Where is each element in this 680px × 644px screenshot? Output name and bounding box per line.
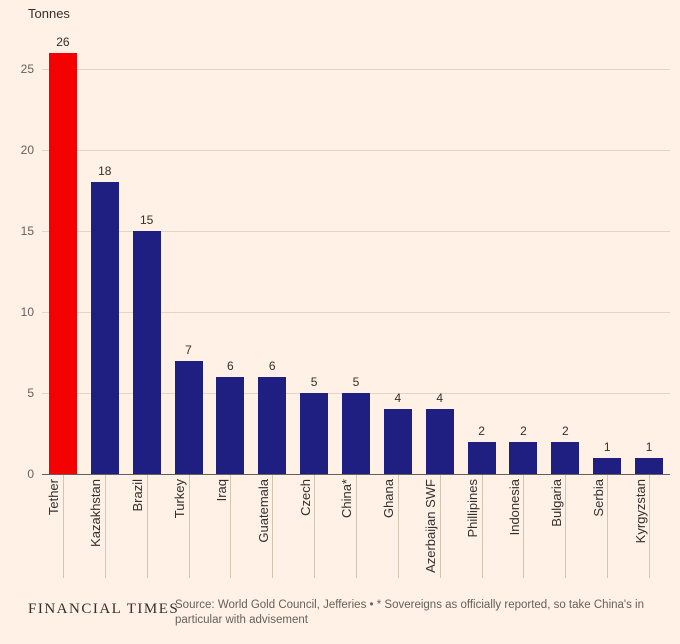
y-tick-label: 15 — [20, 223, 34, 238]
source-line-2: particular with advisement — [175, 614, 308, 626]
bar-china- — [342, 392, 370, 474]
y-tick-label: 10 — [20, 304, 34, 319]
x-tick-label: Bulgaria — [548, 479, 564, 527]
x-tick-label-cell: Kazakhstan — [75, 479, 117, 579]
bar-phillipines — [467, 441, 496, 474]
x-tick-line — [314, 475, 316, 578]
x-tick-label-cell: Azerbaijan SWF — [410, 479, 452, 579]
bar-value-label: 15 — [139, 212, 154, 227]
x-tick-line — [230, 475, 232, 578]
x-axis-line — [42, 474, 670, 475]
bar-brazil — [132, 230, 161, 474]
gridline-10 — [42, 311, 670, 313]
bar-guatemala — [258, 376, 287, 474]
bar-value-label: 6 — [268, 358, 276, 373]
x-tick-label-cell: Phillipines — [452, 479, 494, 579]
x-tick-label: Azerbaijan SWF — [423, 479, 439, 573]
x-tick-label-cell: Ghana — [368, 479, 410, 579]
bar-value-label: 1 — [603, 439, 611, 454]
bar-ghana — [383, 409, 412, 474]
bar-value-label: 7 — [185, 342, 192, 357]
x-tick-label-cell: Iraq — [200, 479, 242, 579]
bar-value-label: 5 — [310, 374, 318, 389]
bar-value-label: 6 — [227, 358, 234, 373]
bar-value-label: 2 — [520, 423, 527, 438]
x-tick-line — [607, 475, 609, 578]
bar-value-label: 4 — [394, 391, 402, 406]
x-tick-label: Serbia — [590, 479, 606, 517]
x-tick-label: Phillipines — [465, 479, 481, 538]
x-tick-label-cell: Kyrgyzstan — [619, 479, 661, 579]
x-tick-line — [481, 475, 483, 578]
x-tick-label-cell: Bulgaria — [535, 479, 577, 579]
y-tick-label: 5 — [27, 385, 34, 400]
x-tick-line — [188, 475, 190, 578]
bar-value-label: 2 — [561, 423, 569, 438]
x-tick-line — [565, 475, 567, 578]
x-tick-label-cell: Tether — [33, 479, 75, 579]
x-tick-line — [523, 475, 525, 578]
x-tick-label-cell: China* — [326, 479, 368, 579]
x-tick-label: Guatemala — [255, 479, 271, 543]
source-line-1: Source: World Gold Council, Jefferies • … — [175, 599, 645, 611]
x-tick-label: China* — [339, 479, 355, 519]
x-tick-label-cell: Guatemala — [242, 479, 284, 579]
x-tick-line — [397, 475, 399, 578]
bar-czech — [300, 392, 329, 474]
y-tick-label: 20 — [20, 142, 34, 157]
x-tick-line — [356, 475, 357, 578]
x-tick-label: Kyrgyzstan — [632, 479, 648, 544]
bar-value-label: 4 — [436, 391, 444, 406]
x-tick-line — [439, 475, 441, 578]
y-tick-label: 0 — [27, 467, 34, 481]
bar-bulgaria — [551, 441, 580, 474]
bar-serbia — [593, 457, 622, 474]
x-tick-line — [104, 475, 106, 578]
bar-chart: 0 5 10 15 20 25 26 Tether 18 Kazakhstan 15 Brazil 7 T… — [20, 34, 670, 579]
y-axis-title: Tonnes — [28, 6, 70, 21]
x-tick-label: Czech — [297, 479, 313, 516]
bar-iraq — [216, 376, 245, 474]
bar-value-label: 2 — [478, 423, 485, 438]
gridline-15 — [42, 230, 670, 232]
x-tick-label: Tether — [46, 479, 62, 516]
bar-value-label: 18 — [98, 164, 112, 179]
bar-tether — [48, 52, 77, 474]
x-tick-label-cell: Czech — [284, 479, 326, 579]
x-tick-line — [272, 475, 274, 578]
x-tick-line — [62, 475, 64, 578]
ft-logo: FINANCIAL TIMES — [28, 601, 180, 617]
bar-kazakhstan — [90, 182, 119, 474]
x-tick-label-cell: Indonesia — [494, 479, 536, 579]
x-tick-label-cell: Turkey — [159, 479, 201, 579]
x-tick-label: Kazakhstan — [88, 479, 104, 547]
bar-indonesia — [509, 441, 538, 474]
x-tick-label-cell: Brazil — [117, 479, 159, 579]
x-tick-label: Ghana — [381, 479, 397, 519]
bar-azerbaijan-swf — [425, 409, 454, 474]
x-tick-label: Brazil — [130, 479, 146, 512]
x-tick-line — [146, 475, 148, 578]
gridline-20 — [42, 149, 670, 151]
x-tick-label-cell: Serbia — [577, 479, 619, 579]
bar-value-label: 1 — [645, 439, 653, 454]
bar-turkey — [174, 360, 203, 474]
bar-kyrgyzstan — [635, 457, 664, 474]
bar-value-label: 5 — [352, 374, 360, 389]
x-tick-label: Iraq — [213, 479, 229, 502]
bar-value-label: 26 — [56, 34, 70, 49]
x-tick-line — [649, 475, 651, 578]
x-tick-label: Indonesia — [506, 479, 522, 536]
x-tick-label: Turkey — [172, 479, 188, 519]
y-tick-label: 25 — [20, 61, 34, 76]
source-note: Source: World Gold Council, Jefferies • … — [175, 598, 644, 628]
gridline-25 — [42, 68, 670, 70]
